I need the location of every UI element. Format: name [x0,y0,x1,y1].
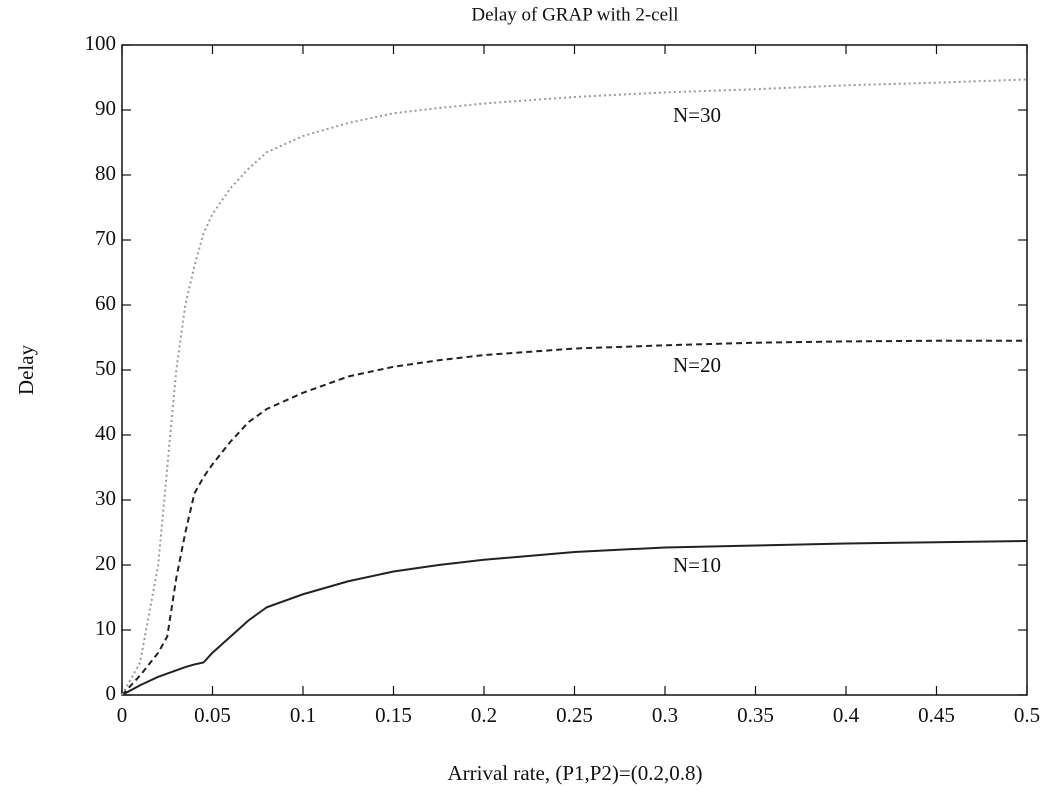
series-label: N=20 [673,353,721,377]
x-tick-label: 0.4 [833,703,860,727]
y-tick-label: 30 [95,486,116,510]
chart-title: Delay of GRAP with 2-cell [471,4,678,25]
series-line [121,78,1028,696]
y-tick-label: 40 [95,421,116,445]
y-tick-label: 10 [95,616,116,640]
series-line [121,539,1028,696]
x-tick-label: 0.45 [918,703,955,727]
x-tick-label: 0.05 [194,703,231,727]
x-tick-label: 0.15 [375,703,412,727]
y-tick-label: 50 [95,356,116,380]
y-axis-label: Delay [14,344,38,395]
y-tick-label: 20 [95,551,116,575]
x-tick-label: 0.5 [1014,703,1040,727]
x-tick-label: 0 [117,703,128,727]
y-tick-label: 80 [95,161,116,185]
y-tick-label: 0 [106,681,117,705]
y-tick-label: 70 [95,226,116,250]
x-tick-label: 0.2 [471,703,497,727]
plot-frame [121,44,1028,696]
y-tick-label: 90 [95,96,116,120]
x-tick-label: 0.1 [290,703,316,727]
series-label: N=30 [673,103,721,127]
series-label: N=10 [673,553,721,577]
x-axis-label: Arrival rate, (P1,P2)=(0.2,0.8) [447,761,702,785]
x-tick-label: 0.35 [737,703,774,727]
y-tick-label: 100 [85,31,117,55]
x-tick-label: 0.25 [556,703,593,727]
x-tick-label: 0.3 [652,703,678,727]
series-line [121,339,1027,696]
y-tick-label: 60 [95,291,116,315]
